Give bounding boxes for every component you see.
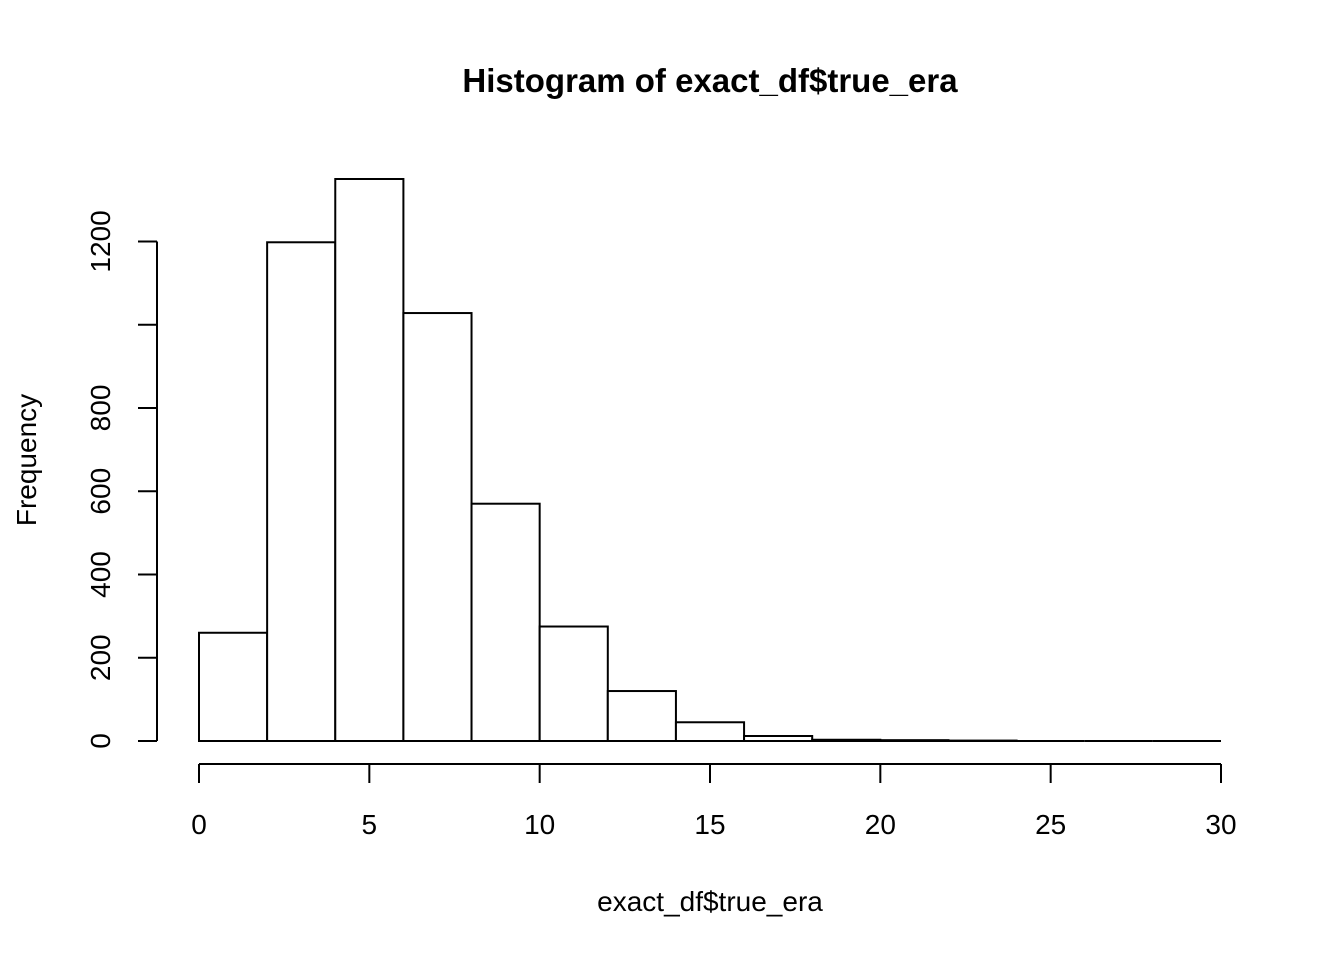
histogram-bar (538, 625, 609, 742)
histogram-bar (198, 631, 269, 742)
x-axis-label: exact_df$true_era (597, 886, 823, 917)
histogram-bar (674, 721, 746, 742)
histogram-bar (811, 738, 882, 742)
y-axis-label: Frequency (11, 394, 42, 526)
x-tick-label: 30 (1205, 809, 1236, 840)
y-axis: 0 200 400 600 800 1200 (85, 210, 158, 749)
y-tick-label: 1200 (85, 210, 116, 272)
chart-title: Histogram of exact_df$true_era (462, 62, 958, 99)
x-tick-label: 25 (1035, 809, 1066, 840)
x-tick-label: 15 (694, 809, 725, 840)
histogram-bar (402, 312, 473, 742)
y-tick-label: 400 (85, 551, 116, 598)
histogram-bar (743, 735, 814, 743)
x-axis: 0 5 10 15 20 25 30 (191, 763, 1237, 840)
x-tick-label: 0 (191, 809, 207, 840)
histogram-bar (879, 739, 950, 743)
histogram-bar (470, 502, 541, 743)
y-tick-label: 800 (85, 385, 116, 432)
x-tick-label: 20 (865, 809, 896, 840)
y-tick-label: 600 (85, 468, 116, 515)
x-tick-label: 5 (362, 809, 378, 840)
histogram-bar (606, 690, 677, 742)
x-tick-label: 10 (524, 809, 555, 840)
bars-group (198, 178, 1221, 743)
histogram-bar (266, 241, 337, 742)
y-tick-label: 200 (85, 634, 116, 681)
histogram-bar (334, 178, 405, 742)
y-tick-label: 0 (85, 733, 116, 749)
